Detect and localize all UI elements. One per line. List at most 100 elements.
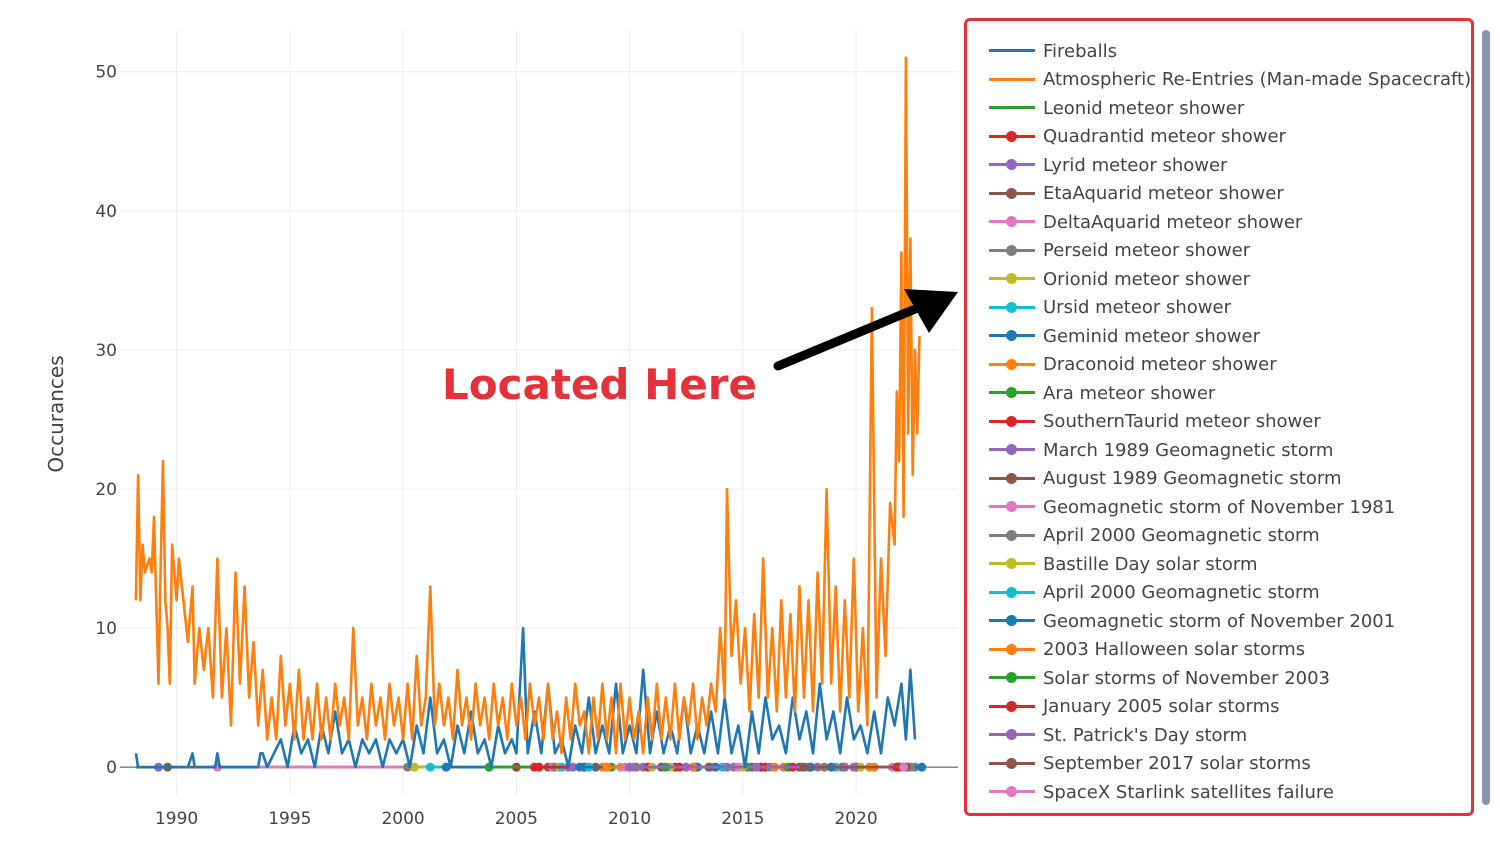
legend-label: Solar storms of November 2003 <box>1043 667 1330 689</box>
legend-item[interactable]: Ursid meteor shower <box>989 294 1471 323</box>
data-point <box>602 762 612 772</box>
legend-swatch <box>989 672 1035 684</box>
legend-marker <box>1006 444 1017 456</box>
legend-swatch <box>989 159 1035 171</box>
legend-item[interactable]: Atmospheric Re-Entries (Man-made Spacecr… <box>989 66 1471 95</box>
legend-label: March 1989 Geomagnetic storm <box>1043 439 1334 461</box>
legend-item[interactable]: Perseid meteor shower <box>989 237 1471 266</box>
legend-label: April 2000 Geomagnetic storm <box>1043 525 1320 547</box>
legend-swatch <box>989 444 1035 456</box>
legend-label: April 2000 Geomagnetic storm <box>1043 582 1320 604</box>
legend-marker <box>1006 187 1017 199</box>
legend-item[interactable]: March 1989 Geomagnetic storm <box>989 436 1471 465</box>
legend-swatch <box>989 130 1035 142</box>
legend-line <box>989 49 1035 53</box>
legend-swatch <box>989 301 1035 313</box>
legend-swatch <box>989 244 1035 256</box>
legend-item[interactable]: Geomagnetic storm of November 2001 <box>989 607 1471 636</box>
y-tick-label: 0 <box>106 758 117 778</box>
legend-swatch <box>989 216 1035 228</box>
legend-item[interactable]: Solar storms of November 2003 <box>989 664 1471 693</box>
legend-item[interactable]: Geminid meteor shower <box>989 322 1471 351</box>
legend-item[interactable]: Ara meteor shower <box>989 379 1471 408</box>
x-tick-label: 2010 <box>608 809 651 829</box>
legend-item[interactable]: January 2005 solar storms <box>989 693 1471 722</box>
data-point <box>441 762 451 772</box>
legend-item[interactable]: September 2017 solar storms <box>989 750 1471 779</box>
x-tick-label: 2000 <box>381 809 424 829</box>
chart-legend[interactable]: Fireballs Atmospheric Re-Entries (Man-mad… <box>964 18 1474 816</box>
legend-swatch <box>989 415 1035 427</box>
legend-item[interactable]: August 1989 Geomagnetic storm <box>989 465 1471 494</box>
chart-plot: 1990 1995 2000 2005 2010 2015 202001020304050 … <box>44 30 958 829</box>
x-tick-label: 1995 <box>268 809 311 829</box>
legend-item[interactable]: Geomagnetic storm of November 1981 <box>989 493 1471 522</box>
legend-label: SpaceX Starlink satellites failure <box>1043 781 1335 803</box>
y-tick-label: 30 <box>95 341 117 361</box>
legend-swatch <box>989 75 1035 85</box>
legend-swatch <box>989 700 1035 712</box>
legend-label: Lyrid meteor shower <box>1043 154 1228 176</box>
legend-marker <box>1006 700 1017 712</box>
legend-label: September 2017 solar storms <box>1043 753 1311 775</box>
y-tick-label: 20 <box>95 480 117 500</box>
legend-swatch <box>989 786 1035 798</box>
legend-scrollbar-thumb[interactable] <box>1482 30 1490 805</box>
legend-marker <box>1006 358 1017 370</box>
data-point <box>575 762 585 772</box>
legend-label: Geminid meteor shower <box>1043 325 1260 347</box>
legend-marker <box>1006 244 1017 256</box>
legend-swatch <box>989 103 1035 113</box>
legend-swatch <box>989 187 1035 199</box>
legend-item[interactable]: April 2000 Geomagnetic storm <box>989 522 1471 551</box>
legend-item[interactable]: SpaceX Starlink satellites failure <box>989 778 1471 807</box>
legend-item[interactable]: EtaAquarid meteor shower <box>989 180 1471 209</box>
legend-marker <box>1006 729 1017 741</box>
legend-marker <box>1006 273 1017 285</box>
legend-item[interactable]: Quadrantid meteor shower <box>989 123 1471 152</box>
legend-item[interactable]: DeltaAquarid meteor shower <box>989 208 1471 237</box>
legend-item[interactable]: Lyrid meteor shower <box>989 151 1471 180</box>
legend-item[interactable]: Draconoid meteor shower <box>989 351 1471 380</box>
legend-label: Geomagnetic storm of November 2001 <box>1043 610 1396 632</box>
legend-swatch <box>989 643 1035 655</box>
legend-marker <box>1006 558 1017 570</box>
legend-label: August 1989 Geomagnetic storm <box>1043 468 1342 490</box>
legend-marker <box>1006 672 1017 684</box>
legend-line <box>989 106 1035 110</box>
legend-item[interactable]: SouthernTaurid meteor shower <box>989 408 1471 437</box>
legend-item[interactable]: Fireballs <box>989 37 1471 66</box>
legend-swatch <box>989 472 1035 484</box>
data-point <box>409 762 419 772</box>
legend-item[interactable]: 2003 Halloween solar storms <box>989 636 1471 665</box>
data-point <box>425 762 435 772</box>
legend-item[interactable]: Leonid meteor shower <box>989 94 1471 123</box>
legend-swatch <box>989 46 1035 56</box>
legend-label: DeltaAquarid meteor shower <box>1043 211 1303 233</box>
legend-marker <box>1006 330 1017 342</box>
legend-marker <box>1006 130 1017 142</box>
legend-marker <box>1006 415 1017 427</box>
y-tick-label: 10 <box>95 619 117 639</box>
legend-swatch <box>989 615 1035 627</box>
data-point <box>899 762 909 772</box>
legend-label: Leonid meteor shower <box>1043 97 1245 119</box>
series-line <box>134 626 917 769</box>
legend-label: Bastille Day solar storm <box>1043 553 1258 575</box>
data-point <box>799 762 809 772</box>
legend-label: 2003 Halloween solar storms <box>1043 639 1306 661</box>
data-point <box>529 762 539 772</box>
data-point <box>751 762 761 772</box>
legend-marker <box>1006 216 1017 228</box>
legend-label: St. Patrick's Day storm <box>1043 724 1248 746</box>
legend-marker <box>1006 501 1017 513</box>
legend-item[interactable]: April 2000 Geomagnetic storm <box>989 579 1471 608</box>
legend-label: Ursid meteor shower <box>1043 297 1231 319</box>
legend-item[interactable]: Bastille Day solar storm <box>989 550 1471 579</box>
legend-swatch <box>989 501 1035 513</box>
y-tick-label: 40 <box>95 202 117 222</box>
legend-item[interactable]: Orionid meteor shower <box>989 265 1471 294</box>
x-tick-label: 2015 <box>721 809 764 829</box>
series-layer <box>134 56 927 772</box>
legend-item[interactable]: St. Patrick's Day storm <box>989 721 1471 750</box>
